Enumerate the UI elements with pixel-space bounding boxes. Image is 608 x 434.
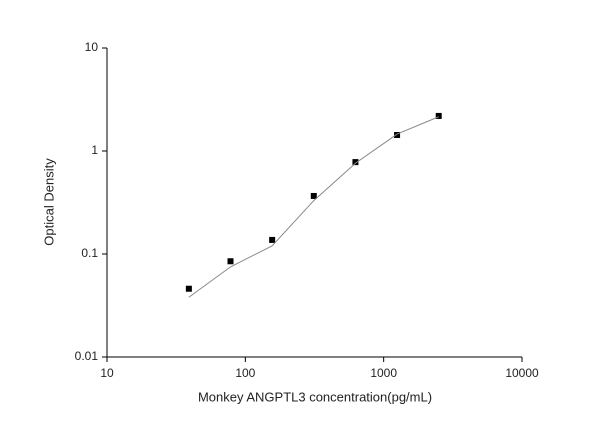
x-tick-label: 10 bbox=[100, 366, 114, 380]
x-tick-label: 10000 bbox=[505, 366, 539, 380]
x-axis-label: Monkey ANGPTL3 concentration(pg/mL) bbox=[198, 389, 432, 404]
y-tick-label: 0.1 bbox=[81, 246, 98, 260]
y-tick-label: 0.01 bbox=[75, 349, 99, 363]
data-point bbox=[435, 112, 442, 119]
fit-curve bbox=[188, 116, 439, 298]
y-tick-label: 1 bbox=[91, 143, 98, 157]
y-tick-label: 10 bbox=[85, 40, 99, 54]
data-point bbox=[185, 285, 192, 292]
x-tick-label: 1000 bbox=[370, 366, 397, 380]
data-point bbox=[394, 132, 401, 139]
data-point bbox=[269, 236, 276, 243]
y-axis-label: Optical Density bbox=[41, 158, 56, 246]
data-point bbox=[352, 159, 359, 166]
x-tick-label: 100 bbox=[235, 366, 255, 380]
data-point bbox=[310, 192, 317, 199]
data-point bbox=[227, 258, 234, 265]
